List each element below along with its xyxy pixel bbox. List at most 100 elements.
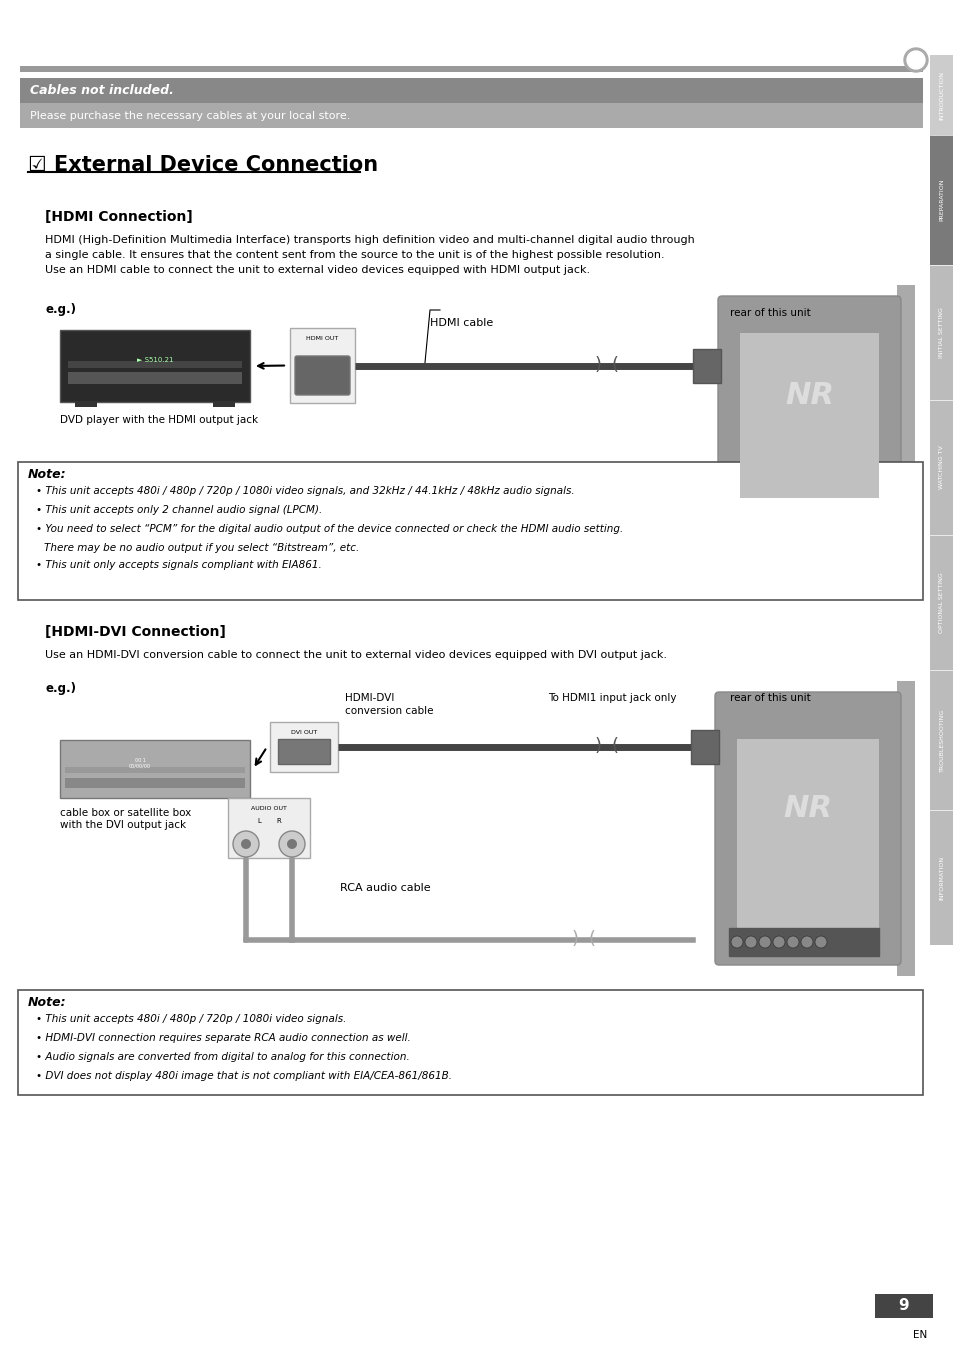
Text: ): ) [594,737,601,755]
Text: • This unit accepts 480i / 480p / 720p / 1080i video signals, and 32kHz / 44.1kH: • This unit accepts 480i / 480p / 720p /… [36,487,574,496]
Text: Please purchase the necessary cables at your local store.: Please purchase the necessary cables at … [30,111,350,121]
Text: rear of this unit: rear of this unit [729,693,810,704]
Text: INFORMATION: INFORMATION [939,856,943,899]
Circle shape [744,936,757,948]
Text: R: R [276,818,281,824]
Text: • HDMI-DVI connection requires separate RCA audio connection as well.: • HDMI-DVI connection requires separate … [36,1033,411,1043]
Text: To HDMI1 input jack only: To HDMI1 input jack only [547,693,676,704]
Text: OPTIONAL SETTING: OPTIONAL SETTING [939,572,943,632]
Bar [728,927,878,956]
Bar [65,778,245,789]
Bar [692,349,720,383]
Text: INTRODUCTION: INTRODUCTION [939,70,943,120]
Bar [874,1294,932,1318]
Circle shape [287,838,296,849]
Text: Use an HDMI-DVI conversion cable to connect the unit to external video devices e: Use an HDMI-DVI conversion cable to conn… [45,650,666,661]
Text: Note:: Note: [28,996,67,1010]
Text: HDMI cable: HDMI cable [430,318,493,328]
Bar [929,535,953,670]
Circle shape [786,936,799,948]
Text: There may be no audio output if you select “Bitstream”, etc.: There may be no audio output if you sele… [44,543,359,553]
Text: Cables not included.: Cables not included. [30,85,173,97]
Text: DVD player with the HDMI output jack: DVD player with the HDMI output jack [60,415,258,425]
Bar [18,989,923,1095]
Bar [929,400,953,535]
Circle shape [903,49,927,71]
Text: ☑ External Device Connection: ☑ External Device Connection [28,155,377,175]
Bar [929,810,953,945]
Text: HDMI-DVI
conversion cable: HDMI-DVI conversion cable [345,693,433,716]
Text: e.g.): e.g.) [45,303,76,315]
Text: WATCHING TV: WATCHING TV [939,446,943,489]
Text: HDMI (High-Definition Multimedia Interface) transports high definition video and: HDMI (High-Definition Multimedia Interfa… [45,235,694,275]
FancyBboxPatch shape [718,297,900,524]
Bar [20,78,923,102]
Bar [690,731,719,764]
Circle shape [906,51,924,69]
Circle shape [730,936,742,948]
Bar [737,739,878,940]
Text: (: ( [611,356,618,373]
Bar [290,328,355,403]
Bar [929,670,953,810]
Bar [60,330,250,402]
Text: EN: EN [912,1330,926,1340]
Text: RCA audio cable: RCA audio cable [339,883,430,892]
Bar [65,767,245,772]
Text: • DVI does not display 480i image that is not compliant with EIA/CEA-861/861B.: • DVI does not display 480i image that i… [36,1072,452,1081]
Text: (: ( [588,930,595,948]
Bar [20,66,923,71]
Text: PREPARATION: PREPARATION [939,179,943,221]
Circle shape [759,936,770,948]
Circle shape [772,936,784,948]
Text: • This unit only accepts signals compliant with EIA861.: • This unit only accepts signals complia… [36,559,321,570]
Bar [68,361,242,368]
Text: HDMI OUT: HDMI OUT [306,336,338,341]
Bar [929,55,953,135]
Bar [270,723,337,772]
Text: e.g.): e.g.) [45,682,76,696]
Circle shape [814,936,826,948]
Circle shape [801,936,812,948]
Circle shape [241,838,251,849]
Bar [20,102,923,128]
Text: [HDMI Connection]: [HDMI Connection] [45,210,193,224]
FancyBboxPatch shape [714,692,900,965]
Circle shape [233,830,258,857]
Text: 00 1
00/00/00: 00 1 00/00/00 [129,758,151,768]
Text: • Audio signals are converted from digital to analog for this connection.: • Audio signals are converted from digit… [36,1051,410,1062]
Bar [277,739,330,764]
Text: ): ) [571,930,578,948]
Text: NR: NR [784,380,833,410]
Bar [929,266,953,400]
Text: DVI OUT: DVI OUT [291,731,316,735]
Text: AUDIO OUT: AUDIO OUT [251,806,287,811]
Bar [228,798,310,857]
Bar [929,135,953,266]
Bar [18,462,923,600]
FancyBboxPatch shape [294,356,350,395]
Text: ): ) [594,356,601,373]
Bar [896,284,914,535]
Text: ► S510.21: ► S510.21 [136,357,173,363]
Circle shape [278,830,305,857]
Text: L: L [256,818,261,824]
Bar [896,681,914,976]
Text: rear of this unit: rear of this unit [729,307,810,318]
Text: Note:: Note: [28,468,67,481]
Text: NR: NR [782,794,832,824]
Text: TROUBLESHOOTING: TROUBLESHOOTING [939,709,943,771]
Text: (: ( [611,737,618,755]
Bar [68,372,242,384]
Bar [60,740,250,798]
Text: INITIAL SETTING: INITIAL SETTING [939,307,943,359]
Bar [75,402,97,407]
Bar [740,333,878,497]
Text: • This unit accepts 480i / 480p / 720p / 1080i video signals.: • This unit accepts 480i / 480p / 720p /… [36,1014,346,1024]
Text: • You need to select “PCM” for the digital audio output of the device connected : • You need to select “PCM” for the digit… [36,524,622,534]
Text: cable box or satellite box
with the DVI output jack: cable box or satellite box with the DVI … [60,807,191,829]
Text: [HDMI-DVI Connection]: [HDMI-DVI Connection] [45,625,226,639]
Text: 9: 9 [898,1298,908,1313]
Text: • This unit accepts only 2 channel audio signal (LPCM).: • This unit accepts only 2 channel audio… [36,506,322,515]
Bar [213,402,234,407]
